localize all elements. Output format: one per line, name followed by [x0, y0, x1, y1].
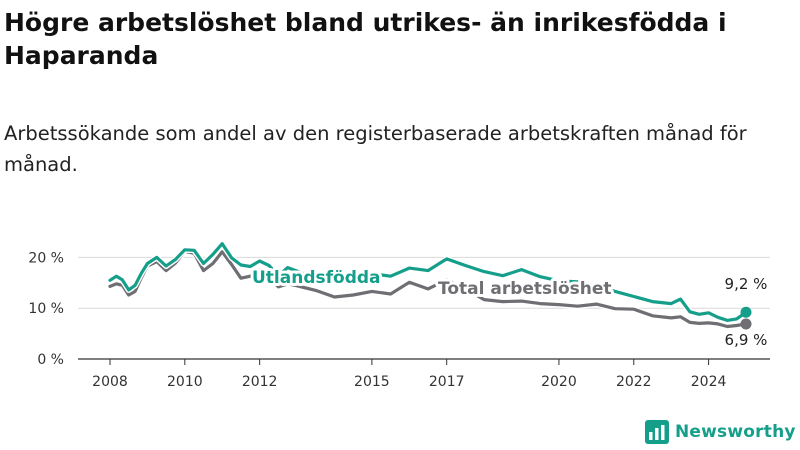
bar-chart-icon — [645, 420, 669, 444]
y-tick-label: 10 % — [28, 301, 64, 317]
x-tick-label: 2012 — [242, 374, 278, 390]
x-tick-label: 2017 — [429, 374, 465, 390]
series-line-utlandsfodda — [108, 242, 748, 322]
x-tick-label: 2022 — [616, 374, 652, 390]
x-tick-label: 2020 — [541, 374, 577, 390]
axis-layer: 0 % 10 % 20 % 2008 2010 2012 2015 2017 2020 2022 2… — [28, 250, 726, 390]
y-tick-label: 0 % — [37, 352, 64, 368]
brand-name: Newsworthy — [675, 422, 796, 442]
chart-title: Högre arbetslöshet bland utrikes- än inr… — [4, 8, 727, 70]
line-chart: 0 % 10 % 20 % 2008 2010 2012 2015 2017 2020 2022 2… — [28, 240, 770, 390]
end-label-utlandsfodda: 9,2 % — [725, 275, 768, 293]
series-halo — [108, 240, 748, 324]
x-tick-label: 2015 — [354, 374, 390, 390]
end-point-total — [740, 318, 752, 330]
series-label-utlandsfodda-halo: Utlandsfödda — [252, 268, 381, 288]
x-tick-label: 2008 — [92, 374, 128, 390]
chart-subtitle: Arbetssökande som andel av den registerb… — [4, 122, 747, 176]
series-label-total: Total arbetslöshet — [438, 279, 612, 299]
y-tick-label: 20 % — [28, 250, 64, 266]
end-point-utlandsfodda — [740, 306, 752, 318]
series-label-utlandsfodda: Utlandsfödda — [252, 268, 381, 288]
end-label-total: 6,9 % — [725, 331, 768, 349]
series-layer — [108, 240, 752, 330]
series-label-total-halo: Total arbetslöshet — [438, 279, 612, 299]
x-tick-label: 2010 — [167, 374, 203, 390]
x-tick-label: 2024 — [691, 374, 727, 390]
newsworthy-logo: Newsworthy — [645, 420, 796, 444]
series-line-total — [108, 249, 748, 329]
